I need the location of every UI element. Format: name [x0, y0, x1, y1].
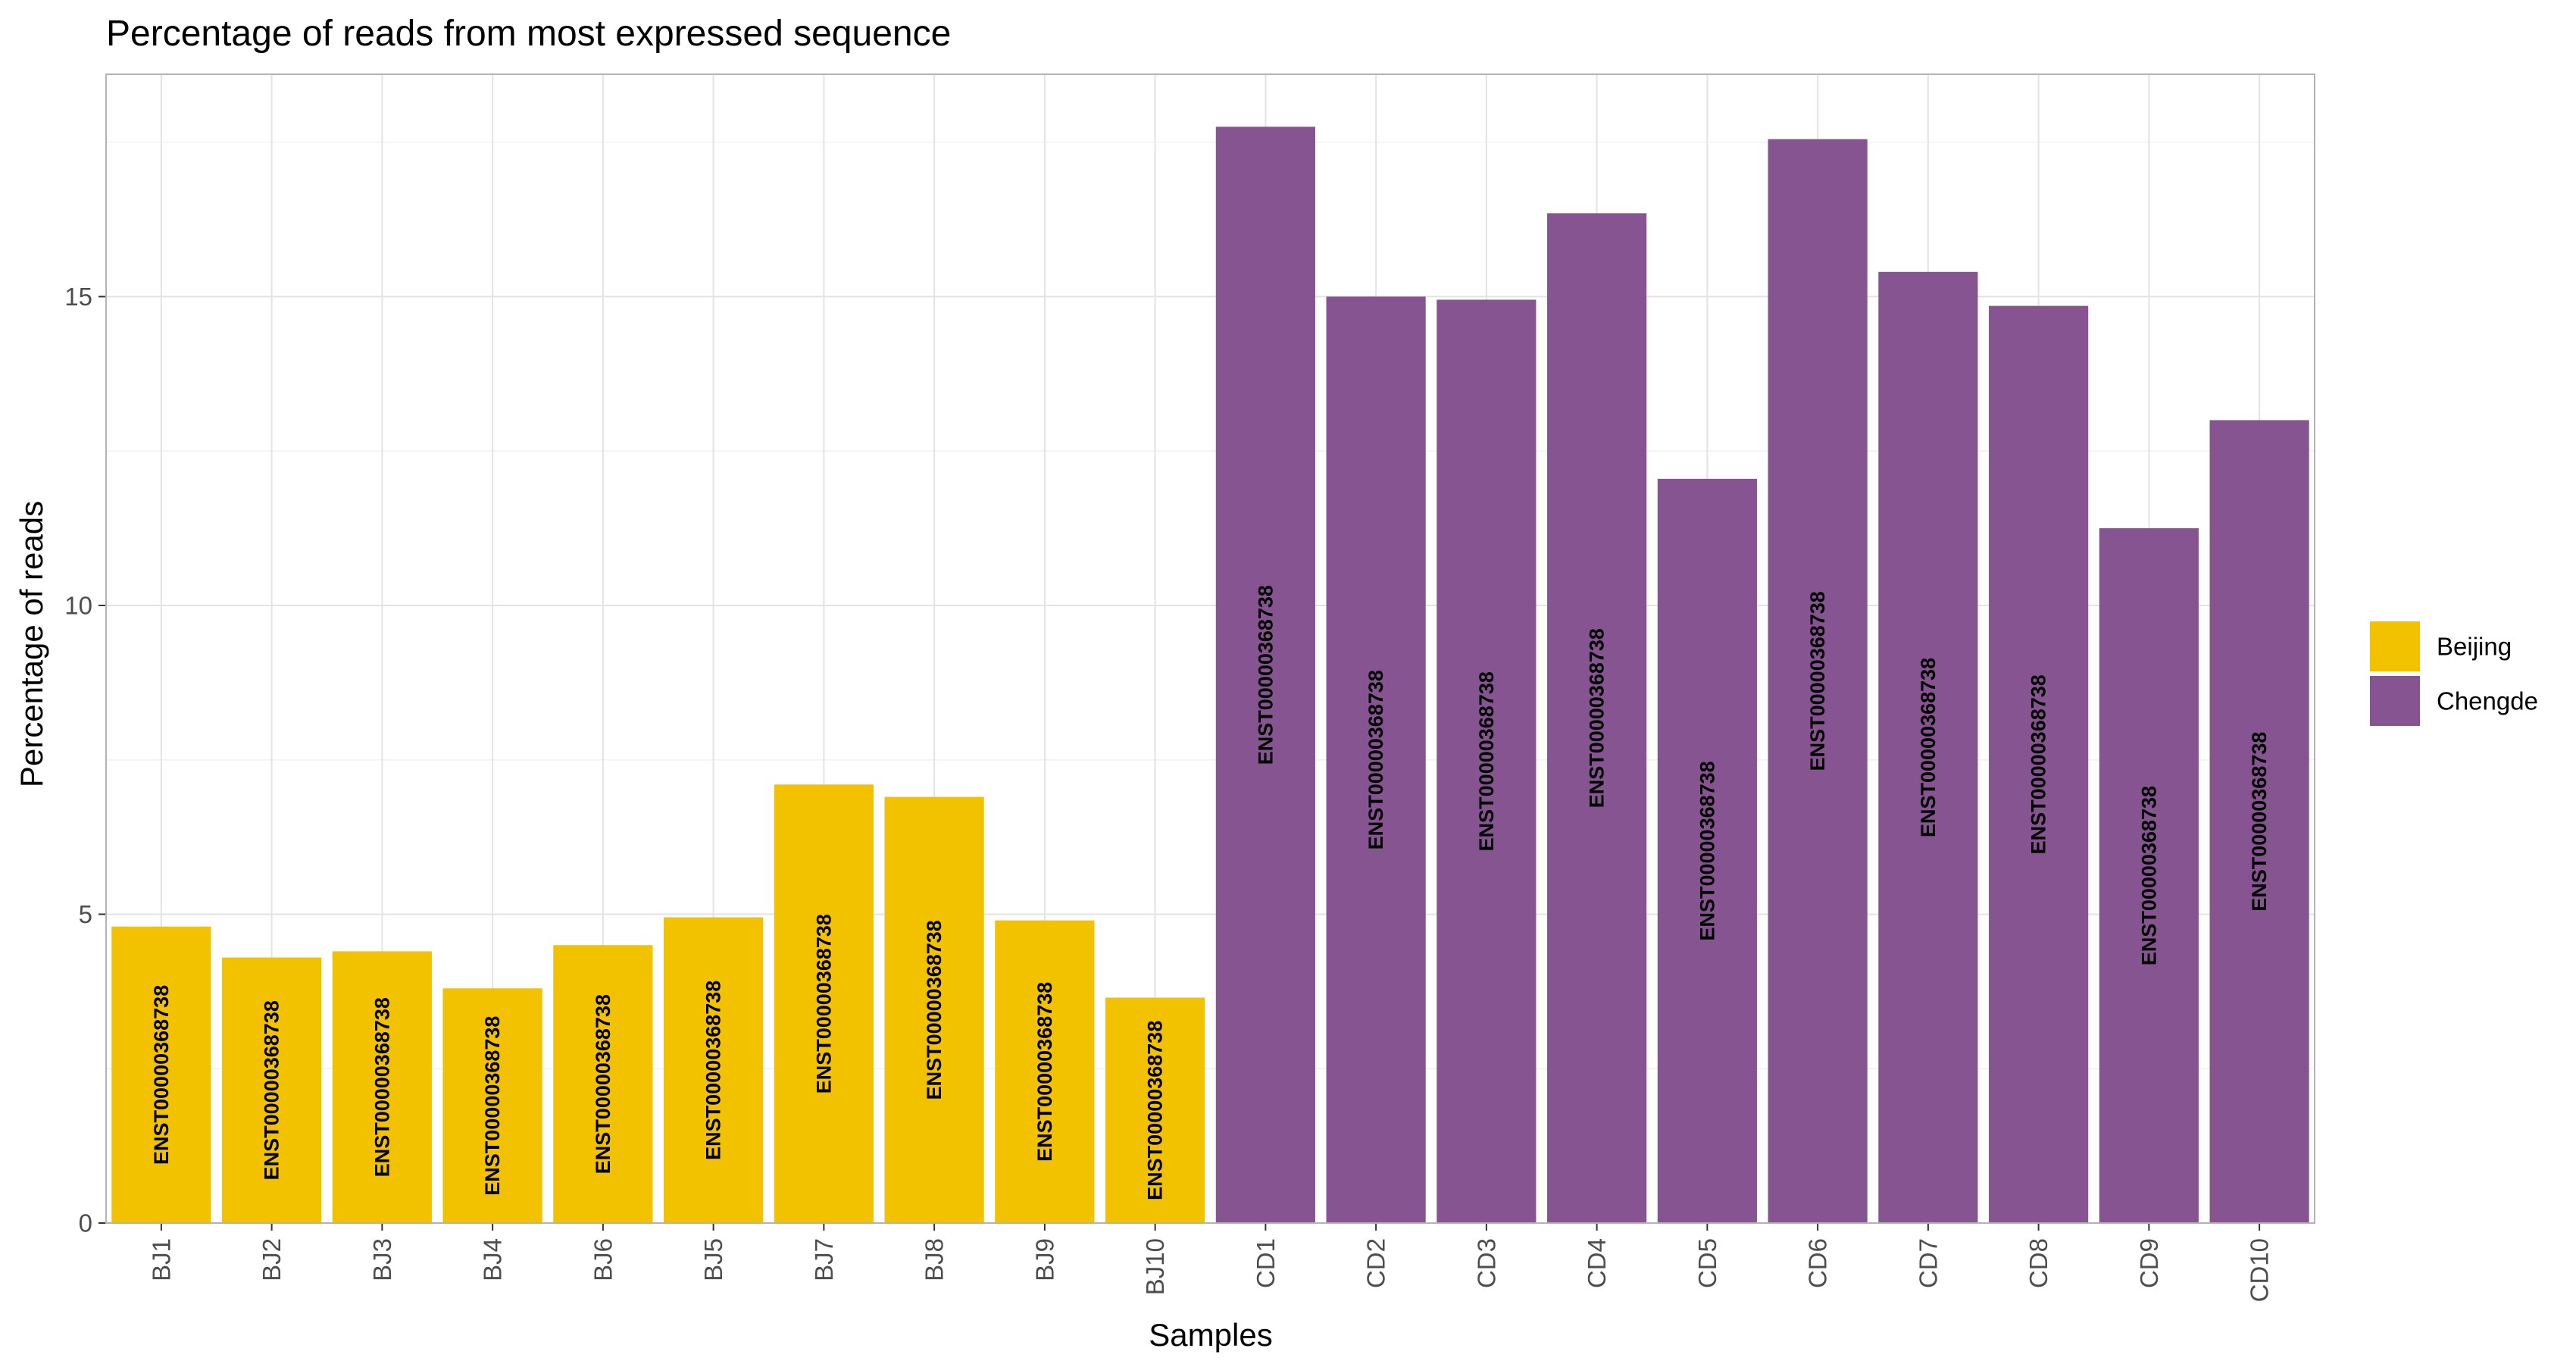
bar-bj6 — [553, 945, 653, 1223]
x-tick-label: BJ4 — [479, 1238, 507, 1281]
bar-bj5 — [664, 917, 764, 1223]
bar-data-label: ENST00000368738 — [2137, 786, 2160, 965]
bar-data-label: ENST00000368738 — [1917, 658, 1940, 837]
x-tick-label: BJ3 — [368, 1238, 396, 1281]
x-tick-label: CD1 — [1252, 1238, 1280, 1288]
chart-title: Percentage of reads from most expressed … — [106, 14, 951, 54]
bar-bj7 — [774, 784, 874, 1223]
bar-cd1 — [1215, 127, 1315, 1224]
bar-cd2 — [1326, 296, 1426, 1224]
x-tick-label: CD3 — [1472, 1238, 1500, 1288]
bar-data-label: ENST00000368738 — [370, 997, 393, 1177]
bar-data-label: ENST00000368738 — [2248, 732, 2271, 912]
bar-labels-group: ENST00000368738 ENST00000368738 ENST000003… — [150, 585, 2271, 1200]
bar-data-label: ENST00000368738 — [1475, 671, 1498, 851]
bar-data-label: ENST00000368738 — [1586, 628, 1608, 808]
plot-panel — [106, 74, 2315, 1224]
bar-data-label: ENST00000368738 — [812, 914, 835, 1093]
bar-data-label: ENST00000368738 — [1696, 761, 1718, 940]
x-tick-label: CD7 — [1914, 1238, 1942, 1288]
bars-group — [111, 127, 2309, 1224]
bar-bj3 — [332, 951, 432, 1223]
x-tick-label: CD6 — [1804, 1238, 1832, 1288]
bar-data-label: ENST00000368738 — [923, 920, 946, 1100]
x-tick-label: BJ10 — [1141, 1238, 1169, 1295]
y-tick-label: 15 — [64, 283, 92, 311]
x-tick-label: CD9 — [2135, 1238, 2163, 1288]
bar-cd5 — [1657, 478, 1757, 1223]
bar-bj2 — [222, 957, 322, 1223]
legend-label-beijing: Beijing — [2437, 633, 2512, 661]
bar-bj4 — [442, 988, 542, 1223]
x-tick-label: CD10 — [2246, 1238, 2274, 1302]
bar-cd6 — [1768, 139, 1868, 1223]
bar-cd7 — [1878, 271, 1978, 1224]
bar-data-label: ENST00000368738 — [481, 1016, 504, 1196]
x-tick-label: BJ9 — [1030, 1238, 1058, 1281]
bar-cd10 — [2209, 420, 2309, 1223]
y-tick-label: 0 — [79, 1209, 92, 1237]
plot-background — [106, 74, 2315, 1223]
bar-data-label: ENST00000368738 — [150, 985, 173, 1165]
bar-bj8 — [884, 796, 984, 1223]
bar-data-label: ENST00000368738 — [2027, 674, 2050, 854]
y-axis: 0 5 10 15 — [64, 283, 106, 1237]
y-tick-label: 10 — [64, 591, 92, 619]
x-axis-title: Samples — [1149, 1317, 1272, 1353]
plot-border — [105, 74, 2315, 1224]
legend-label-chengde: Chengde — [2437, 687, 2538, 715]
x-tick-label: BJ2 — [258, 1238, 286, 1281]
bar-data-label: ENST00000368738 — [1144, 1021, 1167, 1200]
bar-data-label: ENST00000368738 — [702, 981, 725, 1160]
bar-bj10 — [1105, 997, 1205, 1223]
legend-key-beijing — [2370, 621, 2420, 671]
bar-cd4 — [1547, 213, 1647, 1223]
bar-data-label: ENST00000368738 — [1806, 591, 1829, 771]
x-axis: BJ1 BJ2 BJ3 BJ4 BJ6 BJ5 BJ7 BJ8 BJ9 BJ10 CD1 CD2 CD3… — [147, 1223, 2274, 1302]
x-tick-label: CD5 — [1693, 1238, 1721, 1288]
legend-key-chengde — [2370, 676, 2420, 726]
x-tick-label: CD4 — [1583, 1238, 1611, 1288]
bar-bj9 — [995, 920, 1095, 1223]
legend: Beijing Chengde — [2370, 621, 2538, 726]
bar-cd8 — [1989, 305, 2089, 1224]
x-tick-label: CD2 — [1362, 1238, 1390, 1288]
bar-cd3 — [1436, 299, 1537, 1223]
x-tick-label: BJ6 — [589, 1238, 617, 1281]
y-axis-title: Percentage of reads — [14, 501, 49, 787]
bar-data-label: ENST00000368738 — [1365, 670, 1387, 849]
bar-data-label: ENST00000368738 — [1254, 585, 1277, 765]
x-tick-label: BJ8 — [921, 1238, 949, 1281]
bar-bj1 — [111, 926, 211, 1223]
bar-cd9 — [2099, 528, 2199, 1223]
x-tick-label: BJ5 — [699, 1238, 727, 1281]
bar-data-label: ENST00000368738 — [261, 1000, 283, 1180]
x-tick-label: CD8 — [2024, 1238, 2052, 1288]
bar-data-label: ENST00000368738 — [1033, 982, 1056, 1162]
y-tick-label: 5 — [79, 900, 92, 928]
bar-data-label: ENST00000368738 — [592, 994, 614, 1174]
x-tick-label: BJ7 — [810, 1238, 838, 1281]
x-tick-label: BJ1 — [147, 1238, 175, 1281]
